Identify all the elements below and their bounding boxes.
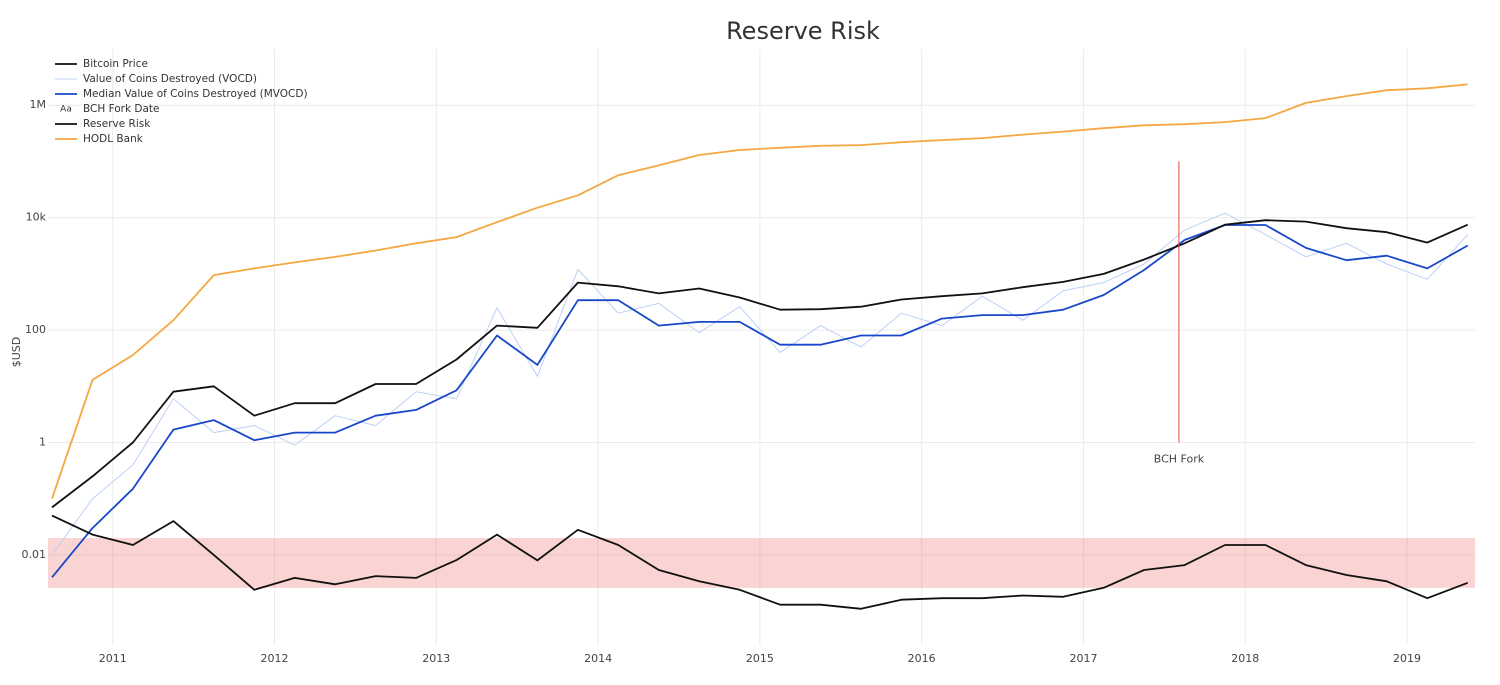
legend-label: HODL Bank <box>83 133 144 145</box>
series-line <box>51 514 1469 610</box>
y-tick-label: 10k <box>26 211 47 224</box>
y-tick-label: 1M <box>30 98 47 111</box>
x-tick-label: 2013 <box>422 652 450 665</box>
x-tick-label: 2015 <box>746 652 774 665</box>
x-tick-label: 2011 <box>99 652 127 665</box>
series-line <box>51 83 1468 499</box>
y-tick-label: 1 <box>39 436 46 449</box>
x-tick-label: 2018 <box>1231 652 1259 665</box>
x-tick-label: 2019 <box>1393 652 1421 665</box>
legend-label: Value of Coins Destroyed (VOCD) <box>83 73 257 85</box>
legend: Bitcoin Price Value of Coins Destroyed (V… <box>55 58 308 145</box>
legend-label: BCH Fork Date <box>83 103 160 115</box>
legend-label: Bitcoin Price <box>83 58 148 70</box>
chart-title: Reserve Risk <box>726 17 880 45</box>
series-line <box>51 224 1469 578</box>
x-tick-label: 2012 <box>261 652 289 665</box>
series-line <box>51 212 1469 556</box>
y-axis-title: $USD <box>10 337 23 368</box>
x-tick-label: 2016 <box>908 652 936 665</box>
annotation: BCH Fork <box>1154 453 1205 466</box>
legend-symbol: Aa <box>60 105 72 115</box>
band <box>48 538 1475 588</box>
x-tick-label: 2014 <box>584 652 612 665</box>
lines: BCH Fork <box>51 83 1469 610</box>
legend-label: Reserve Risk <box>83 118 151 130</box>
series-line <box>51 219 1469 509</box>
x-tick-label: 2017 <box>1069 652 1097 665</box>
y-tick-label: 100 <box>25 323 46 336</box>
grid: 2011 2012 2013 2014 2015 2016 2017 2018 20191M10… <box>22 49 1475 665</box>
band-layer <box>48 538 1475 588</box>
legend-label: Median Value of Coins Destroyed (MVOCD) <box>83 88 308 100</box>
y-tick-label: 0.01 <box>22 548 47 561</box>
